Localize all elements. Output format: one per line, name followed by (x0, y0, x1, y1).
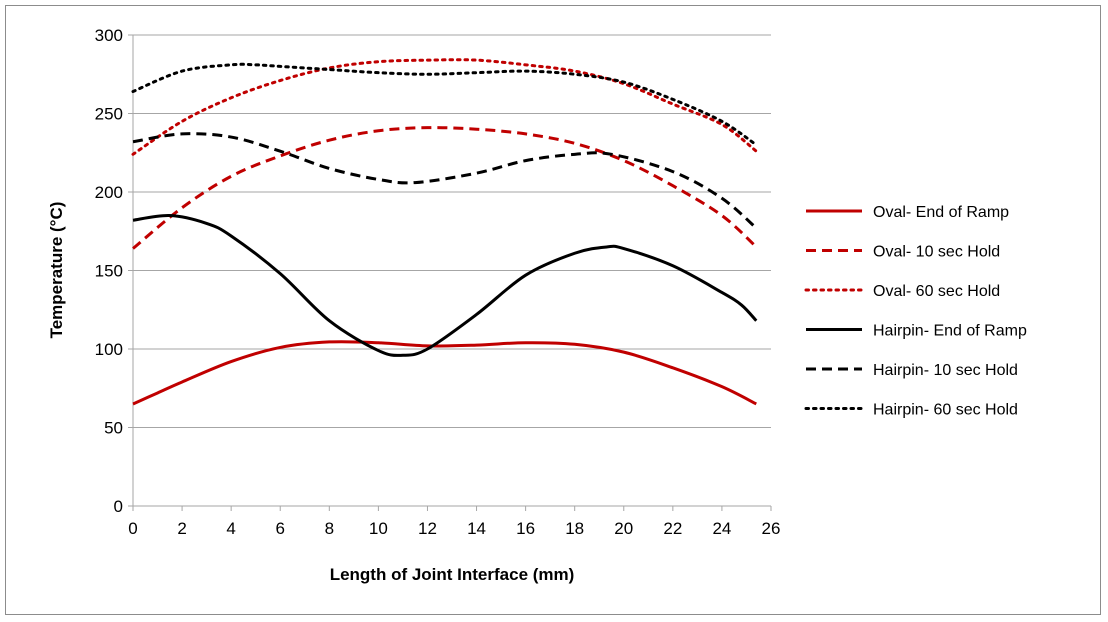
x-tick-label: 12 (418, 519, 437, 538)
x-tick-label: 16 (516, 519, 535, 538)
x-tick-label: 10 (369, 519, 388, 538)
legend-label: Oval- End of Ramp (873, 204, 1009, 221)
y-tick-label: 200 (95, 183, 123, 202)
y-tick-label: 0 (114, 497, 123, 516)
series-line-1 (132, 126, 758, 250)
series-line-3 (132, 214, 758, 357)
y-tick-label: 150 (95, 262, 123, 281)
x-tick-label: 18 (565, 519, 584, 538)
series-line-0 (132, 340, 757, 406)
x-tick-label: 6 (275, 519, 284, 538)
x-tick-label: 4 (226, 519, 235, 538)
chart-border (5, 5, 1101, 615)
y-tick-label: 300 (95, 26, 123, 45)
y-tick-label: 50 (104, 419, 123, 438)
legend-label: Oval- 10 sec Hold (873, 244, 1000, 261)
legend-label: Hairpin- End of Ramp (873, 323, 1027, 340)
y-tick-label: 250 (95, 105, 123, 124)
series-line-2 (131, 58, 758, 156)
x-tick-label: 8 (325, 519, 334, 538)
x-tick-label: 26 (762, 519, 781, 538)
legend-label: Oval- 60 sec Hold (873, 283, 1000, 300)
x-tick-label: 20 (614, 519, 633, 538)
x-axis-label: Length of Joint Interface (mm) (330, 565, 575, 584)
x-tick-label: 24 (712, 519, 731, 538)
series-line-4 (132, 132, 758, 230)
y-axis-label: Temperature (°C) (47, 202, 66, 339)
x-tick-label: 14 (467, 519, 486, 538)
legend-label: Hairpin- 60 sec Hold (873, 402, 1018, 419)
x-tick-label: 0 (128, 519, 137, 538)
x-tick-label: 22 (663, 519, 682, 538)
y-tick-label: 100 (95, 340, 123, 359)
legend-label: Hairpin- 10 sec Hold (873, 362, 1018, 379)
series-line-5 (131, 62, 758, 147)
x-tick-label: 2 (177, 519, 186, 538)
